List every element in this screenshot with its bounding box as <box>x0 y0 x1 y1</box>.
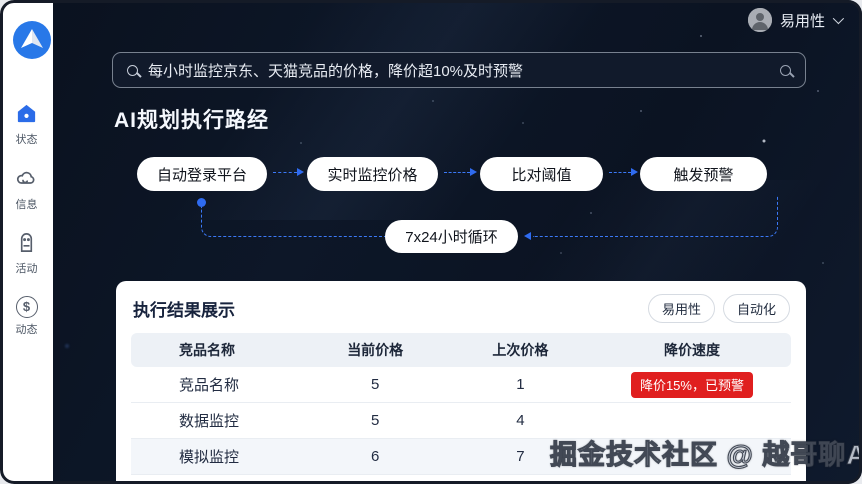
cell-previous: 4 <box>516 412 525 429</box>
cell-previous: 7 <box>516 448 525 465</box>
table-row[interactable]: 模拟监控 6 7 <box>131 439 791 475</box>
sidebar-item-status[interactable]: 状态 <box>0 102 53 147</box>
flow-arrow-icon <box>609 168 638 176</box>
flow-arrow-icon <box>273 168 304 176</box>
col-header-previous-price: 上次价格 <box>492 342 549 358</box>
price-drop-alert-badge: 降价15%，已预警 <box>630 371 753 398</box>
app-logo-icon[interactable] <box>13 21 51 59</box>
sidebar-label-status: 状态 <box>15 134 38 146</box>
sidebar-item-feed[interactable]: $ 动态 <box>0 296 53 337</box>
cloud-icon <box>15 166 39 190</box>
loop-arrowhead-icon <box>524 232 531 240</box>
badge-usability[interactable]: 易用性 <box>647 294 715 323</box>
table-row[interactable]: 竞品名称 5 1 降价15%，已预警 <box>131 367 791 403</box>
table-row[interactable]: 数据监控 5 4 <box>131 403 791 439</box>
cell-name: 模拟监控 <box>179 449 240 466</box>
cell-current: 6 <box>371 448 380 465</box>
flow-arrow-icon <box>444 168 477 176</box>
badge-automation[interactable]: 自动化 <box>722 294 790 323</box>
table-header-row: 竞品名称 当前价格 上次价格 降价速度 <box>131 333 791 367</box>
watermark: 掘金技术社区 @ 越哥聊AI <box>549 439 862 470</box>
loop-connector-right <box>533 196 778 237</box>
sidebar-label-activity: 活动 <box>15 263 38 275</box>
dollar-circle-icon: $ <box>15 296 38 320</box>
user-menu[interactable]: 易用性 <box>748 7 845 33</box>
loop-connector-left <box>201 207 387 237</box>
search-icon <box>127 64 138 76</box>
chevron-down-icon <box>832 12 845 25</box>
sidebar-item-activity[interactable]: 活动 <box>0 231 53 276</box>
loop-endpoint-dot <box>197 198 206 207</box>
activity-icon <box>15 231 38 255</box>
results-table: 竞品名称 当前价格 上次价格 降价速度 竞品名称 5 1 降价15%，已预警 数… <box>131 333 791 475</box>
sidebar-item-info[interactable]: 信息 <box>0 166 53 212</box>
search-query[interactable]: 每小时监控京东、天猫竞品的价格，降价超10%及时预警 <box>148 62 524 80</box>
sidebar-label-feed: 动态 <box>15 324 38 336</box>
col-header-drop-speed: 降价速度 <box>663 342 720 358</box>
sidebar: 状态 信息 活动 $ 动态 <box>0 0 53 484</box>
cell-name: 数据监控 <box>179 413 240 430</box>
flow-step-compare-threshold: 比对阈值 <box>480 157 603 191</box>
user-avatar <box>748 8 772 32</box>
flow-step-auto-login: 自动登录平台 <box>137 157 267 191</box>
results-title: 执行结果展示 <box>133 301 235 320</box>
flow-step-monitor-price: 实时监控价格 <box>307 157 438 191</box>
sidebar-label-info: 信息 <box>15 199 38 211</box>
user-name: 易用性 <box>780 12 826 30</box>
plan-title: AI规划执行路经 <box>114 109 269 132</box>
search-icon[interactable] <box>780 64 791 76</box>
col-header-name: 竞品名称 <box>179 342 235 358</box>
flow-step-trigger-alert: 触发预警 <box>640 157 767 191</box>
results-card: 执行结果展示 易用性 自动化 竞品名称 当前价格 上次价格 降价速度 竞品名称 … <box>116 281 806 484</box>
cell-previous: 1 <box>516 376 525 393</box>
cell-current: 5 <box>371 376 380 393</box>
search-bar[interactable]: 每小时监控京东、天猫竞品的价格，降价超10%及时预警 <box>112 52 806 88</box>
cell-current: 5 <box>371 412 380 429</box>
cell-name: 竞品名称 <box>179 377 240 394</box>
loop-label: 7x24小时循环 <box>385 220 518 253</box>
home-icon <box>15 102 38 126</box>
col-header-current-price: 当前价格 <box>347 342 404 358</box>
